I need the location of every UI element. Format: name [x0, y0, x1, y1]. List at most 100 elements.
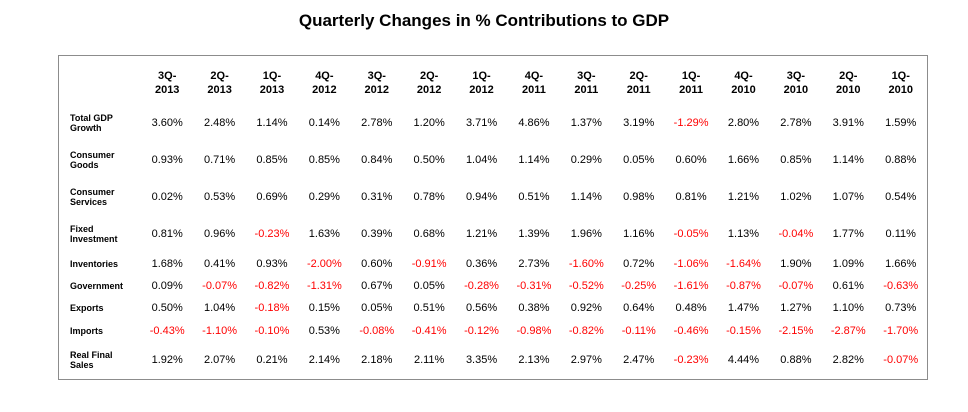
value-cell: 0.85%: [256, 153, 288, 166]
value-cell: 2.07%: [203, 354, 236, 367]
table-row: Real Final Sales 1.92% 2.07% 0.21% 2.14% 2.18…: [59, 342, 927, 379]
value-cell: 0.78%: [413, 190, 445, 203]
column-header: 4Q- 2010: [731, 70, 756, 96]
column-header: 1Q- 2010: [888, 70, 913, 96]
value-cell: -2.87%: [830, 324, 866, 337]
value-cell: 0.84%: [361, 153, 393, 166]
row-label: Fixed Investment: [70, 224, 118, 245]
value-cell: 2.73%: [518, 257, 550, 270]
value-cell: -0.07%: [883, 354, 919, 367]
column-header: 1Q- 2012: [469, 70, 494, 96]
value-cell: 0.69%: [256, 190, 288, 203]
value-cell: 0.61%: [832, 280, 864, 293]
value-cell: -0.04%: [778, 228, 814, 241]
value-cell: 1.04%: [203, 302, 236, 315]
row-label: Inventories: [70, 258, 119, 269]
value-cell: 0.38%: [518, 302, 550, 315]
corner-cell: [59, 56, 141, 104]
value-cell: -2.00%: [306, 257, 342, 270]
value-cell: -1.06%: [673, 257, 709, 270]
value-cell: 0.68%: [413, 228, 445, 241]
column-header: 4Q- 2011: [521, 70, 546, 96]
value-cell: 2.78%: [780, 116, 812, 129]
value-cell: 0.14%: [308, 116, 340, 129]
value-cell: 0.98%: [623, 190, 655, 203]
value-cell: -0.15%: [726, 324, 761, 337]
value-cell: -1.31%: [306, 280, 342, 293]
value-cell: 0.39%: [361, 228, 393, 241]
value-cell: 0.11%: [885, 228, 916, 241]
value-cell: 0.88%: [885, 153, 917, 166]
value-cell: 1.59%: [885, 116, 917, 129]
value-cell: 0.92%: [570, 302, 602, 315]
value-cell: -1.61%: [673, 280, 709, 293]
value-cell: 1.14%: [832, 153, 864, 166]
value-cell: -0.43%: [149, 324, 185, 337]
value-cell: 1.14%: [570, 190, 602, 203]
value-cell: -0.18%: [254, 302, 290, 315]
value-cell: 1.21%: [465, 228, 498, 241]
column-header: 1Q- 2013: [259, 70, 285, 96]
column-header: 2Q- 2013: [207, 70, 232, 96]
gdp-contributions-table: 3Q- 2013 2Q- 2013 1Q- 2013 4Q- 2012 3Q- 2012 2Q- 20…: [59, 56, 927, 379]
value-cell: -0.07%: [202, 280, 238, 293]
value-cell: 3.91%: [832, 116, 864, 129]
row-label: Imports: [70, 325, 104, 336]
value-cell: 0.05%: [623, 153, 655, 166]
value-cell: 1.16%: [623, 228, 655, 241]
column-header: 3Q- 2013: [154, 70, 180, 96]
value-cell: -1.70%: [883, 324, 919, 337]
value-cell: 0.51%: [518, 190, 550, 203]
column-header: 1Q- 2011: [679, 70, 704, 96]
value-cell: 0.60%: [675, 153, 707, 166]
value-cell: 0.93%: [256, 257, 288, 270]
value-cell: 2.97%: [570, 354, 602, 367]
table-row: Total GDP Growth 3.60% 2.48% 1.14% 0.14% 2.78…: [59, 104, 927, 141]
value-cell: 1.90%: [780, 257, 812, 270]
value-cell: 1.77%: [832, 228, 864, 241]
value-cell: 1.63%: [308, 228, 340, 241]
value-cell: 0.85%: [308, 153, 340, 166]
value-cell: 0.21%: [256, 354, 288, 367]
value-cell: 0.81%: [151, 228, 183, 241]
value-cell: 1.27%: [780, 302, 812, 315]
value-cell: 0.81%: [675, 190, 707, 203]
value-cell: 0.51%: [413, 302, 445, 315]
value-cell: 0.31%: [361, 190, 393, 203]
value-cell: 1.66%: [727, 153, 760, 166]
column-header: 3Q- 2011: [574, 70, 599, 96]
value-cell: 3.71%: [465, 116, 498, 129]
value-cell: 4.86%: [518, 116, 550, 129]
table-row: Imports -0.43% -1.10% -0.10% 0.53% -0.08% -0.4…: [59, 320, 927, 342]
column-header: 2Q- 2010: [836, 70, 861, 96]
value-cell: 0.05%: [361, 302, 393, 315]
value-cell: 0.05%: [413, 280, 445, 293]
value-cell: -0.28%: [464, 280, 499, 293]
row-label: Real Final Sales: [70, 350, 113, 371]
value-cell: -1.64%: [726, 257, 761, 270]
value-cell: 1.39%: [518, 228, 550, 241]
value-cell: 0.67%: [361, 280, 393, 293]
value-cell: -0.11%: [621, 324, 656, 337]
value-cell: 2.47%: [623, 354, 655, 367]
value-cell: 0.02%: [151, 190, 183, 203]
value-cell: 0.72%: [623, 257, 655, 270]
value-cell: 0.88%: [780, 354, 812, 367]
column-header: 3Q- 2012: [364, 70, 389, 96]
value-cell: -0.46%: [673, 324, 709, 337]
header-row: 3Q- 2013 2Q- 2013 1Q- 2013 4Q- 2012 3Q- 2012 2Q- 20…: [59, 56, 927, 104]
value-cell: 2.82%: [832, 354, 864, 367]
value-cell: 1.92%: [151, 354, 183, 367]
value-cell: -0.63%: [883, 280, 919, 293]
value-cell: 0.73%: [885, 302, 917, 315]
value-cell: -0.08%: [359, 324, 395, 337]
value-cell: 3.19%: [623, 116, 655, 129]
value-cell: -1.60%: [568, 257, 604, 270]
row-label: Consumer Goods: [70, 149, 115, 170]
value-cell: 0.96%: [203, 228, 236, 241]
value-cell: 1.09%: [832, 257, 864, 270]
table-row: Fixed Investment 0.81% 0.96% -0.23% 1.63% 0.3…: [59, 215, 927, 252]
column-header: 3Q- 2010: [783, 70, 809, 96]
value-cell: 1.20%: [413, 116, 445, 129]
